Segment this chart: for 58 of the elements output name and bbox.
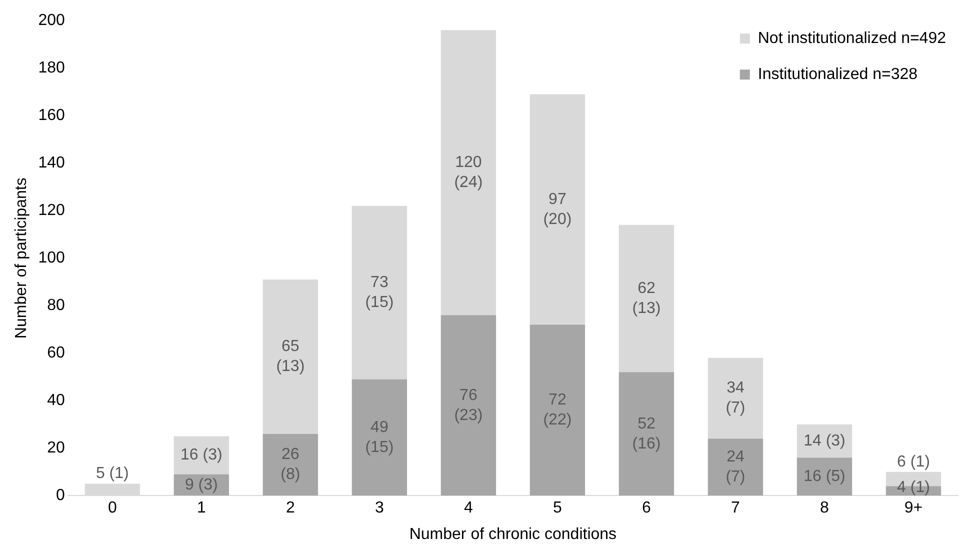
data-label: 14 (3) [804, 432, 846, 450]
data-label: 65 (13) [276, 338, 305, 376]
data-label: 49 (15) [365, 418, 394, 456]
data-label: 62 (13) [632, 280, 661, 317]
bar [352, 206, 408, 380]
y-axis-title: Number of participants [13, 178, 30, 339]
bar [708, 438, 764, 496]
x-tick-label: 7 [731, 500, 740, 517]
bar [618, 224, 674, 372]
bar [174, 436, 230, 474]
y-tick-label: 0 [56, 487, 65, 504]
legend-label: Institutionalized n=328 [758, 66, 918, 84]
data-label: 16 (5) [804, 468, 846, 486]
y-tick-label: 40 [47, 392, 65, 410]
data-label: 120 (24) [454, 154, 483, 192]
y-tick-label: 140 [38, 154, 65, 172]
data-label: 9 (3) [184, 476, 218, 494]
bar [262, 434, 318, 496]
data-label: 24 (7) [726, 448, 746, 486]
data-label: 97 (20) [543, 190, 572, 228]
data-label: 26 (8) [280, 446, 300, 484]
data-label: 4 (1) [897, 479, 930, 496]
bar [708, 358, 764, 439]
data-label: 6 (1) [897, 453, 930, 470]
data-label: 34 (7) [726, 380, 746, 417]
y-tick-label: 80 [47, 297, 65, 314]
data-label: 16 (3) [180, 446, 222, 464]
x-axis-title: Number of chronic conditions [409, 526, 617, 543]
bar [530, 94, 586, 325]
x-tick-label: 3 [374, 500, 384, 517]
data-label: 76 (23) [454, 386, 483, 424]
data-label: 73 (15) [365, 274, 394, 311]
x-tick-label: 8 [820, 500, 830, 517]
bar [262, 279, 318, 434]
bar [618, 372, 674, 496]
data-label: 52 (16) [632, 415, 661, 452]
x-tick-label: 5 [553, 500, 562, 517]
x-tick-label: 0 [108, 500, 117, 517]
bar [440, 30, 496, 316]
x-tick-label: 9+ [904, 500, 923, 517]
legend-label: Not institutionalized n=492 [758, 30, 946, 48]
y-tick-label: 180 [38, 60, 65, 77]
x-tick-label: 2 [286, 500, 295, 517]
y-tick-label: 200 [38, 12, 65, 30]
bar [530, 324, 586, 496]
data-label: 72 (22) [543, 392, 572, 429]
data-label: 5 (1) [96, 465, 129, 482]
bar [352, 379, 408, 496]
y-tick-label: 60 [47, 344, 65, 362]
x-tick-label: 6 [642, 500, 652, 517]
x-tick-label: 1 [196, 500, 206, 517]
y-tick-label: 100 [38, 250, 65, 267]
bar [440, 315, 496, 496]
y-tick-label: 20 [47, 440, 65, 457]
bar [796, 458, 852, 496]
x-tick-label: 4 [464, 500, 473, 517]
y-tick-label: 120 [38, 202, 65, 220]
y-tick-label: 160 [38, 107, 65, 124]
